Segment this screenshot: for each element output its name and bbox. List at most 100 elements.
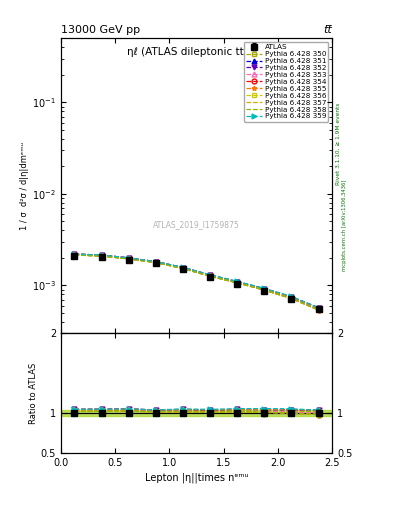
Pythia 6.428 359	[289, 293, 294, 300]
Pythia 6.428 358	[316, 307, 321, 313]
Pythia 6.428 359	[72, 251, 77, 257]
Pythia 6.428 357	[99, 253, 104, 259]
Text: mcplots.cern.ch [arXiv:1306.3436]: mcplots.cern.ch [arXiv:1306.3436]	[342, 180, 347, 271]
Pythia 6.428 354	[126, 256, 131, 262]
Pythia 6.428 359	[316, 305, 321, 311]
Pythia 6.428 359	[99, 252, 104, 258]
Line: Pythia 6.428 354: Pythia 6.428 354	[72, 252, 321, 312]
Pythia 6.428 359	[181, 264, 185, 270]
Pythia 6.428 351	[99, 252, 104, 258]
Pythia 6.428 357	[235, 280, 239, 286]
Pythia 6.428 357	[72, 252, 77, 258]
Pythia 6.428 350	[235, 280, 239, 286]
Pythia 6.428 350	[208, 272, 212, 279]
Pythia 6.428 357	[316, 307, 321, 313]
Pythia 6.428 352	[153, 259, 158, 265]
Text: ATLAS_2019_I1759875: ATLAS_2019_I1759875	[153, 220, 240, 229]
Pythia 6.428 356	[262, 287, 266, 293]
Pythia 6.428 356	[99, 253, 104, 259]
Text: tt̅: tt̅	[323, 25, 332, 35]
Pythia 6.428 357	[262, 287, 266, 293]
Pythia 6.428 352	[289, 294, 294, 300]
Y-axis label: Ratio to ATLAS: Ratio to ATLAS	[29, 362, 38, 424]
Pythia 6.428 355	[235, 279, 239, 285]
Pythia 6.428 358	[153, 260, 158, 266]
Line: Pythia 6.428 351: Pythia 6.428 351	[72, 252, 321, 310]
Pythia 6.428 358	[262, 287, 266, 293]
Line: Pythia 6.428 352: Pythia 6.428 352	[72, 252, 321, 310]
Text: Rivet 3.1.10, ≥ 1.9M events: Rivet 3.1.10, ≥ 1.9M events	[336, 102, 341, 184]
Pythia 6.428 350	[72, 252, 77, 258]
Pythia 6.428 354	[316, 307, 321, 313]
Pythia 6.428 359	[153, 259, 158, 265]
Pythia 6.428 350	[153, 259, 158, 265]
Pythia 6.428 353	[289, 295, 294, 301]
Pythia 6.428 359	[126, 255, 131, 261]
Pythia 6.428 354	[289, 295, 294, 302]
Pythia 6.428 356	[72, 252, 77, 258]
Line: Pythia 6.428 359: Pythia 6.428 359	[72, 252, 321, 310]
Line: Pythia 6.428 350: Pythia 6.428 350	[72, 252, 321, 311]
Pythia 6.428 351	[181, 264, 185, 270]
Pythia 6.428 357	[153, 260, 158, 266]
Pythia 6.428 357	[208, 273, 212, 280]
Pythia 6.428 353	[99, 252, 104, 259]
Pythia 6.428 352	[316, 305, 321, 311]
Pythia 6.428 350	[126, 256, 131, 262]
Pythia 6.428 355	[72, 251, 77, 257]
Pythia 6.428 351	[72, 251, 77, 257]
Y-axis label: 1 / σ  d²σ / d|η|dmᵉᵐᵘ: 1 / σ d²σ / d|η|dmᵉᵐᵘ	[20, 142, 29, 230]
Pythia 6.428 356	[181, 266, 185, 272]
Pythia 6.428 357	[181, 266, 185, 272]
Pythia 6.428 354	[181, 266, 185, 272]
Pythia 6.428 359	[208, 272, 212, 278]
Pythia 6.428 353	[208, 273, 212, 279]
Pythia 6.428 351	[126, 255, 131, 261]
Pythia 6.428 353	[262, 287, 266, 293]
Pythia 6.428 352	[99, 252, 104, 258]
Pythia 6.428 351	[262, 286, 266, 292]
Pythia 6.428 356	[235, 280, 239, 286]
Line: Pythia 6.428 356: Pythia 6.428 356	[72, 252, 321, 312]
Text: 13000 GeV pp: 13000 GeV pp	[61, 25, 140, 35]
Pythia 6.428 356	[126, 256, 131, 262]
Pythia 6.428 356	[208, 273, 212, 280]
Pythia 6.428 355	[153, 259, 158, 265]
Pythia 6.428 352	[126, 255, 131, 261]
Pythia 6.428 355	[181, 264, 185, 270]
Pythia 6.428 350	[316, 306, 321, 312]
Line: Pythia 6.428 353: Pythia 6.428 353	[72, 252, 321, 312]
Pythia 6.428 356	[289, 295, 294, 302]
Pythia 6.428 352	[72, 251, 77, 257]
Pythia 6.428 353	[126, 255, 131, 262]
Pythia 6.428 355	[316, 305, 321, 311]
Pythia 6.428 353	[316, 306, 321, 312]
Pythia 6.428 351	[208, 272, 212, 278]
Pythia 6.428 357	[289, 295, 294, 302]
Pythia 6.428 353	[153, 259, 158, 265]
Pythia 6.428 350	[99, 253, 104, 259]
Pythia 6.428 359	[235, 278, 239, 284]
Pythia 6.428 353	[235, 280, 239, 286]
Pythia 6.428 355	[208, 272, 212, 278]
Pythia 6.428 357	[126, 256, 131, 262]
Pythia 6.428 358	[72, 252, 77, 258]
Text: ηℓ (ATLAS dileptonic ttbar): ηℓ (ATLAS dileptonic ttbar)	[127, 47, 266, 57]
Pythia 6.428 358	[99, 253, 104, 259]
Pythia 6.428 358	[289, 295, 294, 302]
Pythia 6.428 354	[262, 287, 266, 293]
Pythia 6.428 350	[262, 287, 266, 293]
Pythia 6.428 356	[316, 307, 321, 313]
Pythia 6.428 350	[289, 294, 294, 301]
Legend: ATLAS, Pythia 6.428 350, Pythia 6.428 351, Pythia 6.428 352, Pythia 6.428 353, P: ATLAS, Pythia 6.428 350, Pythia 6.428 35…	[244, 42, 329, 122]
Pythia 6.428 352	[208, 272, 212, 278]
Pythia 6.428 354	[99, 253, 104, 259]
Pythia 6.428 351	[289, 294, 294, 300]
Pythia 6.428 355	[262, 286, 266, 292]
Pythia 6.428 351	[153, 259, 158, 265]
Pythia 6.428 354	[235, 280, 239, 286]
Pythia 6.428 358	[181, 266, 185, 272]
Pythia 6.428 359	[262, 285, 266, 291]
Line: Pythia 6.428 355: Pythia 6.428 355	[72, 252, 321, 310]
Pythia 6.428 354	[153, 260, 158, 266]
